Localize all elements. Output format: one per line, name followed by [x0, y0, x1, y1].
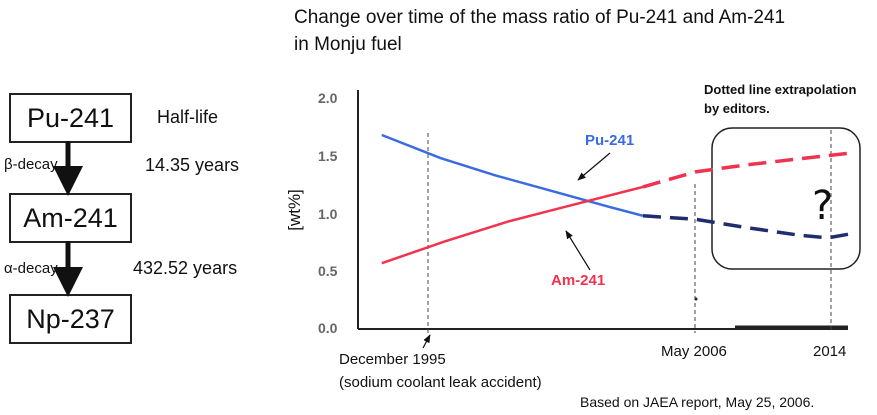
y-tick-label: 1.0: [318, 206, 338, 222]
nuclide-label-np237: Np-237: [26, 303, 115, 334]
x-label-may-2006: May 2006: [661, 343, 727, 360]
half-life-heading: Half-life: [157, 107, 219, 127]
source-note: Based on JAEA report, May 25, 2006.: [580, 394, 815, 410]
alpha-decay-label: α-decay: [4, 260, 58, 277]
nuclide-label-pu241: Pu-241: [26, 102, 115, 133]
pu241-callout-arrow: [577, 152, 611, 181]
x-label-2014: 2014: [813, 343, 847, 360]
chart-title-line2: in Monju fuel: [294, 34, 402, 55]
question-mark: ?: [812, 183, 834, 229]
y-tick-label: 0.0: [318, 320, 338, 336]
series-am241-extrapolation: [642, 151, 849, 189]
pu241-series-label: Pu-241: [585, 132, 635, 149]
accident-pointer-arrow: [422, 334, 431, 349]
extrapolation-note-line1: Dotted line extrapolation: [704, 82, 857, 97]
extrapolation-box: [711, 127, 861, 270]
y-tick-label: 0.5: [318, 263, 338, 279]
may-2006-marker-dot: [694, 297, 698, 301]
x-label-december-1995: December 1995: [339, 351, 446, 368]
am241-series-label: Am-241: [551, 272, 606, 289]
extrapolation-note-line2: by editors.: [704, 101, 770, 116]
series-pu241-extrapolation: [642, 214, 849, 240]
am241-callout-arrow: [565, 230, 591, 271]
y-tick-label: 2.0: [318, 90, 338, 106]
beta-decay-label: β-decay: [4, 156, 58, 173]
nuclide-box-np237: Np-237: [9, 294, 132, 344]
nuclide-box-pu241: Pu-241: [9, 93, 132, 143]
series-am241-line: [381, 185, 644, 265]
nuclide-label-am241: Am-241: [23, 202, 118, 233]
chart-title-line1: Change over time of the mass ratio of Pu…: [294, 7, 786, 28]
series-pu241-line: [381, 133, 644, 218]
x-label-accident: (sodium coolant leak accident): [339, 374, 542, 391]
y-tick-label: 1.5: [318, 148, 338, 164]
am241-half-life-value: 432.52 years: [133, 258, 238, 278]
pu241-half-life-value: 14.35 years: [145, 155, 240, 175]
y-axis-label: [wt%]: [284, 189, 304, 231]
